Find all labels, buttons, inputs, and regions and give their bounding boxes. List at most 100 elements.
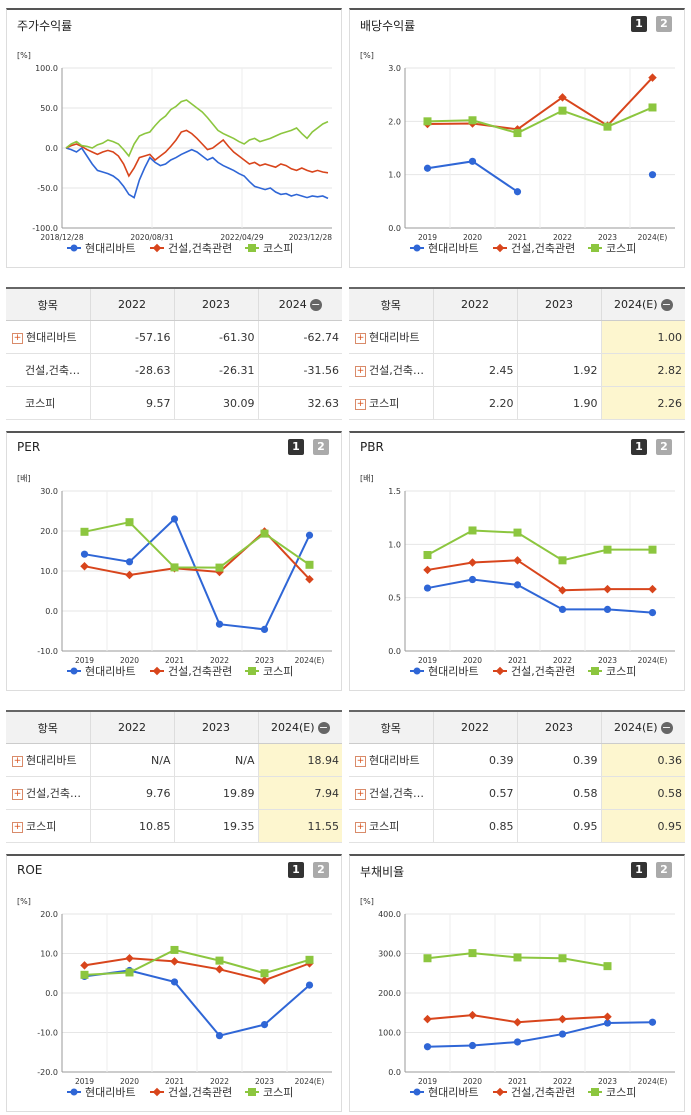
row-label: + 현대리바트 (6, 743, 90, 777)
legend-item: 현대리바트 (410, 242, 479, 255)
legend-label: 건설,건축관련 (511, 242, 575, 255)
expand-icon[interactable]: + (12, 755, 23, 767)
y-tick-label: -10.0 (37, 647, 58, 656)
table-cell: 0.58 (600, 776, 685, 810)
expand-icon[interactable]: + (12, 332, 23, 344)
table-cell: 2.45 (432, 353, 517, 387)
y-tick-label: 100.0 (378, 1029, 401, 1038)
collapse-icon[interactable]: − (317, 721, 330, 734)
debt-ratio-chart: [%] 0.0 100.0 200.0 300.0 400.0 2019 2020 2021 20… (360, 897, 675, 1099)
data-point (125, 968, 134, 977)
table-cell: N/A (173, 743, 258, 777)
legend-marker (152, 1087, 162, 1097)
table-cell: N/A (89, 743, 174, 777)
header-text: 2022 (118, 721, 146, 734)
chart-toggle-1-button[interactable]: 1 (631, 862, 647, 878)
table-row: + 현대리바트 -57.16 -61.30 -62.74 (6, 320, 342, 354)
collapse-icon[interactable]: − (309, 298, 322, 311)
header-text: 2024(E) (613, 721, 658, 734)
header-text: 2023 (545, 298, 573, 311)
x-tick-label: 2020 (120, 1077, 139, 1086)
x-tick-label: 2023 (255, 656, 274, 665)
y-tick-label: 0.0 (388, 1068, 401, 1077)
expand-icon[interactable]: + (12, 788, 23, 800)
per-panel: PER 1 2 [배] -10.0 0.0 10.0 20.0 30.0 2019 2020 2… (6, 431, 342, 691)
legend-label: 코스피 (263, 1086, 293, 1099)
panel-title: 주가수익률 (17, 19, 73, 33)
x-tick-label: 2019 (75, 656, 94, 665)
table-header-year: 2022 (89, 288, 174, 321)
table-header-year: 2024(E) − (600, 711, 685, 744)
x-tick-label: 2022/04/29 (220, 233, 263, 242)
expand-icon[interactable]: + (355, 821, 366, 833)
expand-icon[interactable]: + (12, 821, 23, 833)
series-line-1 (427, 578, 653, 614)
row-label-text: 건설,건축… (25, 364, 80, 377)
y-unit-label: [%] (360, 897, 374, 906)
chart-toggle-2-button[interactable]: 2 (656, 862, 672, 878)
y-unit-label: [%] (17, 51, 31, 60)
y-tick-label: 1.0 (388, 171, 401, 180)
legend-label: 현대리바트 (85, 242, 136, 255)
series-line-2 (65, 129, 329, 178)
chart-toggle-1-button[interactable]: 1 (288, 862, 304, 878)
legend-marker (413, 244, 421, 252)
series-line-1 (427, 160, 519, 193)
y-unit-label: [%] (17, 897, 31, 906)
legend-item: 현대리바트 (67, 1086, 136, 1099)
table-header-year: 2024(E) − (600, 288, 685, 321)
table-header-year: 2023 (516, 711, 601, 744)
table-header-year: 2022 (432, 288, 517, 321)
x-tick-label: 2020/08/31 (130, 233, 173, 242)
chart-toggle-2-button[interactable]: 2 (313, 439, 329, 455)
legend-marker (413, 667, 421, 675)
legend-item: 건설,건축관련 (150, 242, 232, 255)
panel-title: PBR (360, 440, 384, 454)
table-cell: 19.89 (173, 776, 258, 810)
chart-toggle-2-button[interactable]: 2 (313, 862, 329, 878)
chart-toggle-1-button[interactable]: 1 (631, 16, 647, 32)
header-text: 항목 (380, 298, 401, 312)
row-label: + 현대리바트 (349, 743, 433, 777)
data-point (260, 976, 269, 985)
row-label-text: 현대리바트 (369, 331, 420, 344)
table-cell: 1.92 (516, 353, 601, 387)
table-row: + 현대리바트 N/A N/A 18.94 (6, 743, 342, 777)
debt-ratio-panel: 부채비율 1 2 [%] 0.0 100.0 200.0 300.0 400.0 2019 2… (349, 854, 685, 1112)
legend-label: 코스피 (606, 1086, 636, 1099)
collapse-icon[interactable]: − (660, 721, 673, 734)
expand-icon[interactable]: + (355, 365, 366, 377)
data-point (648, 1018, 657, 1026)
data-point (125, 570, 134, 580)
chart-toggle-1-button[interactable]: 1 (631, 439, 647, 455)
series-line-3 (84, 521, 311, 569)
data-point (603, 605, 612, 613)
y-tick-label: 0.0 (45, 989, 58, 998)
expand-icon[interactable]: + (355, 332, 366, 344)
header-text: 2024 (278, 298, 307, 311)
y-unit-label: [%] (360, 51, 374, 60)
chart-toggle-2-button[interactable]: 2 (656, 16, 672, 32)
row-label-text: 현대리바트 (26, 331, 77, 344)
data-point (305, 955, 314, 964)
table-cell: 11.55 (257, 809, 342, 843)
y-tick-label: 1.0 (388, 540, 401, 549)
data-point (423, 164, 432, 172)
x-tick-label: 2020 (120, 656, 139, 665)
header-text: 항목 (37, 298, 58, 312)
legend-label: 건설,건축관련 (168, 1086, 232, 1099)
table-row: + 코스피 10.85 19.35 11.55 (6, 809, 342, 843)
data-point (513, 953, 522, 962)
chart-toggle-1-button[interactable]: 1 (288, 439, 304, 455)
data-point (423, 584, 432, 592)
collapse-icon[interactable]: − (660, 298, 673, 311)
table-cell: 0.95 (516, 809, 601, 843)
dividend-yield-table: 항목 2022 2023 2024(E) − + 현대리바트 1.00 + 건설,건축… 2.45 1… (349, 287, 685, 420)
row-label: + 건설,건축… (349, 776, 433, 810)
data-point (170, 945, 179, 954)
y-tick-label: 10.0 (40, 567, 58, 576)
expand-icon[interactable]: + (355, 788, 366, 800)
chart-toggle-2-button[interactable]: 2 (656, 439, 672, 455)
expand-icon[interactable]: + (355, 755, 366, 767)
expand-icon[interactable]: + (355, 398, 366, 410)
